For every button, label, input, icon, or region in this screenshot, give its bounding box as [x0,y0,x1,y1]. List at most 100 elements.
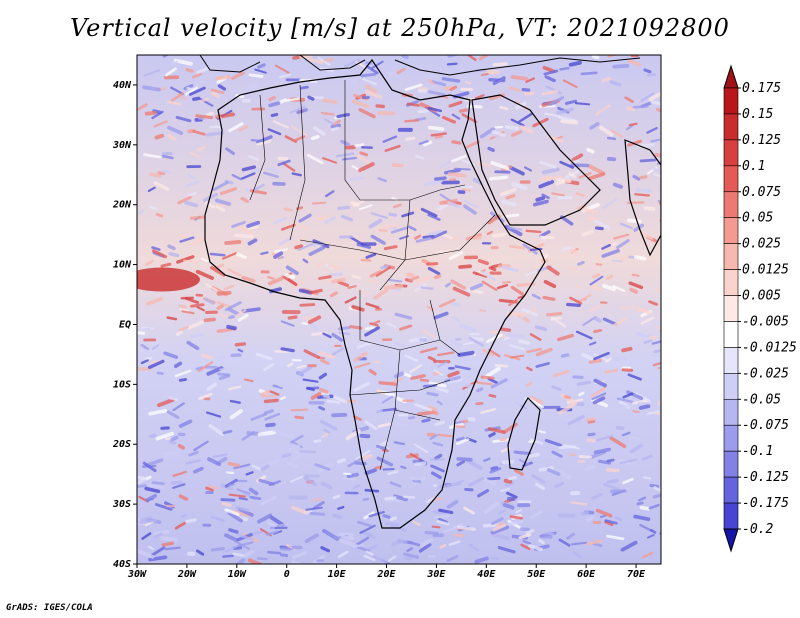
country-borders [249,80,496,471]
field-streak [376,409,384,414]
field-streak [482,523,500,528]
field-streak [433,369,444,377]
field-streak [420,207,438,218]
field-streak [513,468,524,476]
field-streak [364,468,377,476]
field-streak [195,366,204,371]
field-streak [542,295,556,301]
field-streak [296,364,307,369]
field-streak [472,177,483,185]
field-streak [508,244,526,250]
field-streak [611,259,623,263]
field-streak [430,132,447,137]
field-streak [360,72,377,78]
field-streak [601,243,612,250]
field-streak [587,164,606,176]
field-streak [287,315,298,320]
field-streak [369,270,382,278]
field-streak [508,86,522,92]
field-streak [606,458,615,463]
field-streak [197,116,205,121]
field-streak [489,467,502,474]
field-streak [387,555,397,562]
field-streak [457,525,476,532]
field-streak [585,539,603,546]
field-streak [458,264,472,269]
field-streak [382,514,391,519]
field-streak [249,168,261,175]
field-streak [632,174,641,181]
field-streak [280,320,295,327]
field-streak [233,463,251,470]
field-streak [263,398,279,404]
field-streak [163,351,179,359]
field-streak [528,544,544,552]
field-streak [237,533,255,541]
field-streak [481,477,496,486]
field-streak [401,211,415,218]
field-streak [237,313,249,322]
field-streak [501,265,519,273]
field-streak [210,546,225,552]
field-streak [407,416,416,420]
field-streak [454,167,471,171]
field-streak [451,140,462,145]
field-streak [236,488,251,495]
field-streak [368,218,383,229]
india-coastline [624,139,661,257]
field-streak [340,535,355,541]
strong-ascent-region [137,267,200,292]
field-streak [192,466,204,474]
field-streak [356,341,373,349]
field-streak [403,552,419,559]
field-streak [226,324,237,331]
field-streak [478,55,491,61]
field-streak [273,251,284,259]
field-streak [231,220,246,228]
field-streak [590,283,601,291]
field-streak [586,515,595,523]
field-streak [323,428,331,434]
field-streak [492,232,507,238]
field-streak [238,497,248,501]
field-streak [394,342,405,348]
field-streak [196,66,210,75]
field-streak [463,341,475,346]
field-streak [313,126,326,136]
field-streak [310,135,320,141]
field-streak [503,213,520,218]
field-streak [423,178,443,187]
field-streak [137,475,146,481]
arabia-coastline [471,94,601,226]
field-streak [171,60,179,66]
field-streak [610,129,624,138]
field-streak [205,283,218,292]
field-streak [306,57,324,65]
field-streak [426,305,435,312]
field-streak [593,378,607,388]
colorbar-segment [723,217,739,244]
plot-title: Vertical velocity [m/s] at 250hPa, VT: 2… [70,14,730,42]
field-streak [593,328,603,334]
field-streak [368,368,377,376]
field-streak [337,550,349,559]
field-streak [294,221,310,232]
field-streak [465,458,483,470]
field-streak [178,494,189,501]
field-streak [428,90,446,97]
field-streak [331,347,345,356]
field-streak [376,444,387,451]
field-streak [205,411,222,418]
field-streak [406,102,420,107]
field-streak [278,383,298,390]
field-streak [571,153,584,162]
colorbar-bottom-arrow [723,528,739,553]
field-streak [142,85,161,92]
field-streak [566,532,576,540]
field-streak [221,502,232,507]
field-streak [393,371,405,379]
field-streak [448,251,464,261]
field-streak [364,90,383,99]
field-streak [282,162,296,172]
field-streak [559,160,575,169]
